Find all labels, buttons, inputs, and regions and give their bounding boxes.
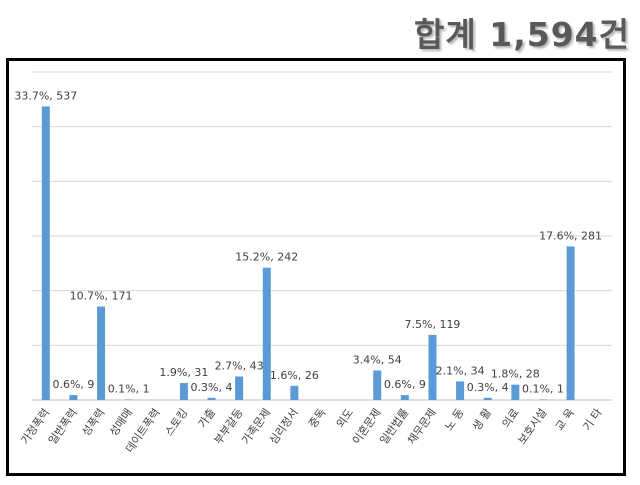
- category-tick-label: 노 동: [442, 406, 466, 433]
- category-tick-label: 심리정서: [267, 406, 301, 447]
- category-tick-label: 생 활: [469, 406, 494, 433]
- category-tick-label: 기 타: [580, 406, 604, 433]
- data-label: 10.7%, 171: [70, 290, 133, 303]
- category-tick-label: 가출: [196, 406, 218, 430]
- chart-frame: [6, 58, 626, 476]
- bar: [538, 399, 547, 400]
- data-label: 7.5%, 119: [405, 318, 461, 331]
- data-label: 15.2%, 242: [235, 251, 298, 264]
- data-labels: 33.7%, 537 0.6%, 9 10.7%, 171 0.1%, 1 1.9%, …: [14, 89, 602, 395]
- bar: [262, 267, 271, 400]
- bar: [428, 334, 437, 400]
- category-tick-label: 채무문제: [405, 406, 439, 447]
- bar: [456, 381, 465, 400]
- data-label: 2.7%, 43: [215, 359, 264, 372]
- data-label: 0.6%, 9: [52, 378, 94, 391]
- bar: [400, 395, 409, 400]
- bar: [511, 384, 520, 400]
- total-count-title: 합계 1,594건: [414, 15, 630, 54]
- category-tick-label: 중독: [306, 406, 328, 430]
- bar: [179, 383, 188, 400]
- gridlines: [32, 71, 612, 401]
- category-tick-label: 보호시설: [516, 406, 550, 447]
- bar: [97, 306, 106, 400]
- data-label: 0.6%, 9: [384, 378, 426, 391]
- bar: [207, 397, 216, 400]
- bar: [41, 106, 50, 400]
- category-tick-label: 외도: [334, 406, 356, 430]
- data-label: 2.1%, 34: [436, 364, 485, 377]
- bar: [566, 246, 575, 400]
- category-tick-label: 성매매: [107, 406, 135, 438]
- bar: [290, 385, 299, 400]
- data-label: 1.8%, 28: [491, 368, 540, 381]
- category-tick-label: 의료: [500, 406, 522, 430]
- data-label: 0.1%, 1: [108, 382, 150, 395]
- data-label: 0.1%, 1: [522, 382, 564, 395]
- category-tick-label: 성폭력: [79, 406, 107, 438]
- data-label: 3.4%, 54: [353, 353, 402, 366]
- category-tick-label: 교 육: [553, 406, 577, 433]
- data-label: 0.3%, 4: [467, 381, 509, 394]
- bars: [41, 106, 575, 400]
- data-label: 1.9%, 31: [159, 366, 208, 379]
- data-label: 1.6%, 26: [270, 369, 319, 382]
- bar: [235, 376, 244, 400]
- bar: [69, 395, 78, 400]
- bar: [373, 370, 382, 400]
- bar: [483, 397, 492, 400]
- category-tick-label: 스토킹: [162, 406, 190, 438]
- data-label: 0.3%, 4: [191, 381, 233, 394]
- data-label: 17.6%, 281: [539, 229, 602, 242]
- category-tick-label: 일반폭력: [45, 406, 80, 447]
- bar: [124, 399, 133, 400]
- data-label: 33.7%, 537: [14, 89, 77, 102]
